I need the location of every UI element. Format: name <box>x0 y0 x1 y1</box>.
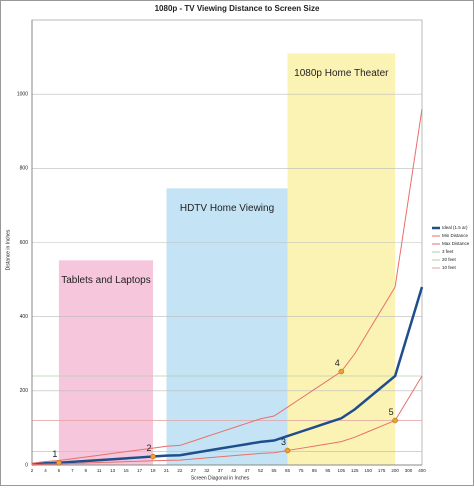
region-label: Tablets and Laptops <box>61 275 151 286</box>
y-tick-label: 200 <box>20 388 29 394</box>
point-marker <box>338 368 345 375</box>
legend-label: Min Distance <box>442 233 469 238</box>
y-tick-label: 800 <box>20 166 29 172</box>
region <box>287 53 396 465</box>
x-tick-label: 150 <box>364 468 372 473</box>
x-tick-label: 21 <box>164 468 170 473</box>
region-label: 1080p Home Theater <box>294 68 389 79</box>
x-tick-label: 400 <box>418 468 426 473</box>
x-tick-label: 175 <box>378 468 386 473</box>
legend-label: Max Distance <box>442 241 470 246</box>
region <box>166 188 288 465</box>
region <box>58 260 154 465</box>
x-tick-label: 27 <box>191 468 197 473</box>
x-tick-label: 17 <box>137 468 143 473</box>
series-line <box>31 108 423 464</box>
x-tick-label: 75 <box>298 468 304 473</box>
x-tick-label: 300 <box>405 468 413 473</box>
x-tick-label: 105 <box>338 468 346 473</box>
series-line <box>31 286 424 466</box>
x-tick-label: 4 <box>44 468 47 473</box>
y-tick-label: 0 <box>25 462 28 468</box>
point-marker <box>150 453 156 460</box>
point-marker <box>56 460 62 466</box>
x-tick-label: 55 <box>272 468 278 473</box>
point-label: 4 <box>335 358 340 368</box>
x-tick-label: 5 <box>58 468 61 473</box>
legend-label: 3 feet <box>442 249 454 254</box>
x-tick-label: 2 <box>31 468 34 473</box>
x-tick-label: 125 <box>351 468 359 473</box>
x-tick-label: 85 <box>312 468 318 473</box>
x-tick-label: 15 <box>124 468 130 473</box>
y-tick-label: 400 <box>20 314 29 320</box>
x-tick-label: 11 <box>97 468 102 473</box>
y-axis-title: Distance in Inches <box>5 229 11 270</box>
y-tick-label: 600 <box>20 240 29 246</box>
x-tick-label: 200 <box>391 468 399 473</box>
x-axis-title: Screen Diagonal in Inches <box>191 475 250 481</box>
x-tick-label: 65 <box>285 468 291 473</box>
x-tick-label: 13 <box>110 468 116 473</box>
x-tick-label: 47 <box>245 468 251 473</box>
point-label: 1 <box>52 449 57 459</box>
chart-title: 1080p - TV Viewing Distance to Screen Si… <box>155 4 320 13</box>
point-label: 3 <box>281 437 286 447</box>
legend-label: 10 feet <box>442 265 457 270</box>
y-tick-label: 1000 <box>17 91 28 97</box>
x-tick-label: 95 <box>325 468 331 473</box>
point-marker <box>392 417 398 424</box>
x-tick-label: 19 <box>151 468 157 473</box>
x-tick-label: 9 <box>85 468 88 473</box>
point-label: 2 <box>147 443 152 453</box>
legend-label: Ideal (1.5 ar) <box>442 225 468 230</box>
x-tick-label: 7 <box>71 468 74 473</box>
legend-label: 20 feet <box>442 257 457 262</box>
point-marker <box>284 447 291 454</box>
x-tick-label: 37 <box>218 468 224 473</box>
x-tick-label: 52 <box>258 468 264 473</box>
x-tick-label: 42 <box>231 468 237 473</box>
x-tick-label: 22 <box>177 468 183 473</box>
series-line <box>31 375 423 466</box>
x-tick-label: 32 <box>204 468 210 473</box>
point-label: 5 <box>389 407 394 417</box>
region-label: HDTV Home Viewing <box>180 203 274 214</box>
